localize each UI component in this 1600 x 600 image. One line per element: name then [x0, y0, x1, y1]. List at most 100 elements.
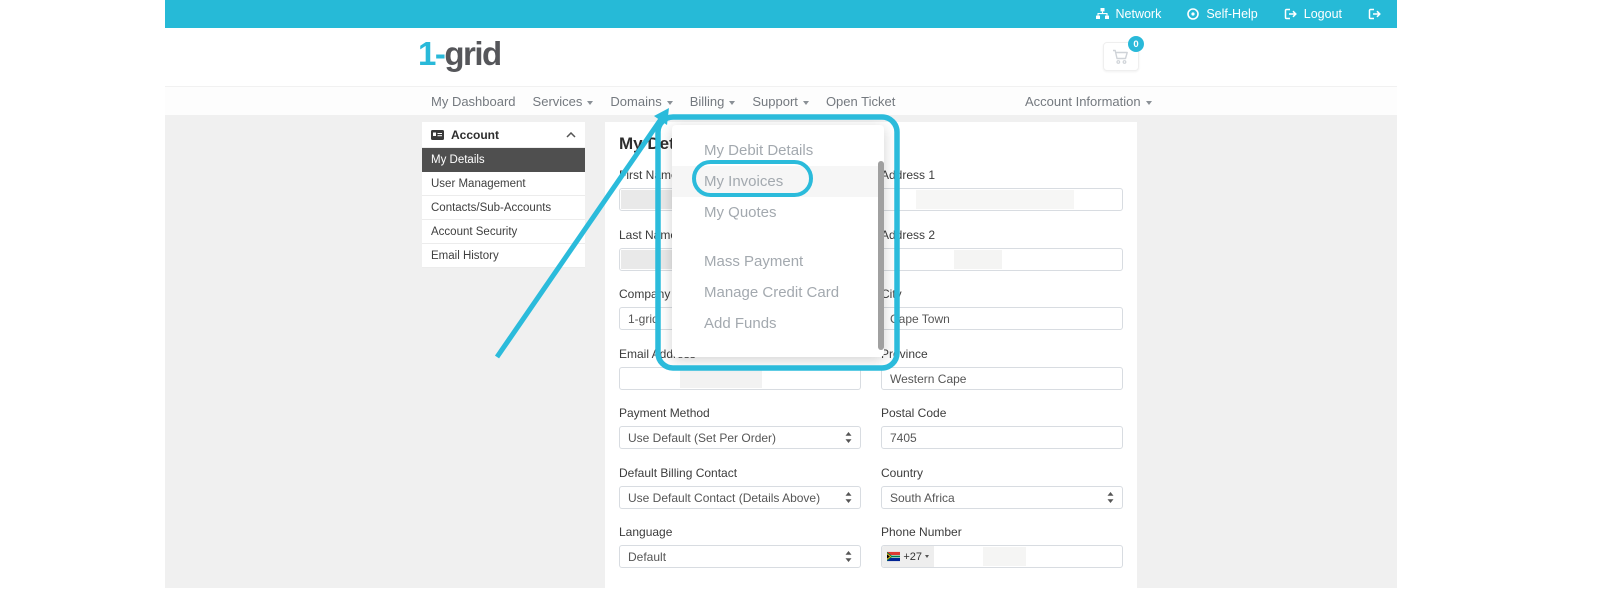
field-label: Country [881, 466, 924, 480]
sidebar-item-my-details[interactable]: My Details [422, 148, 585, 172]
chevron-down-icon [666, 100, 673, 105]
account-sidebar: Account My Details User Management Conta… [422, 122, 585, 268]
chevron-down-icon [587, 100, 594, 105]
nav-label: Services [532, 94, 583, 109]
language-value: Default [628, 549, 667, 564]
network-icon [1095, 8, 1109, 19]
field-country: Country [881, 466, 1123, 480]
billing-contact-select[interactable]: Use Default Contact (Details Above) [619, 486, 861, 509]
address1-input[interactable] [881, 188, 1123, 211]
nav-left: My Dashboard Services Domains Billing Su… [431, 87, 895, 116]
address2-input[interactable] [881, 248, 1123, 271]
exit-button[interactable] [1368, 8, 1381, 20]
field-language: Language [619, 525, 861, 539]
nav-services[interactable]: Services [533, 94, 594, 109]
nav-my-dashboard[interactable]: My Dashboard [431, 94, 516, 109]
select-arrows-icon [845, 492, 852, 503]
field-label: Address 1 [881, 168, 936, 182]
field-label: Default Billing Contact [619, 466, 738, 480]
field-province: Province [881, 347, 1123, 361]
south-africa-flag-icon [887, 551, 901, 562]
redacted-value [915, 190, 1074, 209]
email-input[interactable] [619, 367, 861, 390]
sidebar-header[interactable]: Account [422, 122, 585, 148]
sidebar-item-user-management[interactable]: User Management [422, 172, 585, 196]
nav-label: My Dashboard [431, 94, 516, 109]
dial-code: +27 [903, 550, 922, 563]
field-payment-method: Payment Method [619, 406, 861, 420]
dial-code-selector[interactable]: +27 [882, 546, 934, 567]
payment-method-select[interactable]: Use Default (Set Per Order) [619, 426, 861, 449]
menu-item-my-quotes[interactable]: My Quotes [704, 204, 777, 221]
chevron-down-icon [802, 100, 809, 105]
dropdown-scrollbar[interactable] [878, 161, 884, 350]
billing-contact-value: Use Default Contact (Details Above) [628, 490, 821, 505]
nav-label: Open Ticket [825, 94, 896, 109]
field-label: Payment Method [619, 406, 710, 420]
logo-text-2: grid [444, 35, 502, 72]
sidebar-title: Account [451, 127, 499, 142]
field-label: Postal Code [881, 406, 947, 420]
menu-item-my-invoices[interactable]: My Invoices [672, 166, 884, 197]
network-link[interactable]: Network [1095, 7, 1161, 21]
language-select[interactable]: Default [619, 545, 861, 568]
company-value: 1-grid [628, 311, 659, 326]
nav-open-ticket[interactable]: Open Ticket [826, 94, 895, 109]
city-value: Cape Town [890, 311, 950, 326]
nav-label: Billing [689, 94, 725, 109]
self-help-label: Self-Help [1206, 7, 1258, 21]
top-utility-bar: Network Self-Help Logout [165, 0, 1397, 28]
field-phone: Phone Number [881, 525, 1123, 539]
nav-right: Account Information [1025, 87, 1152, 116]
logout-icon [1284, 8, 1297, 20]
sidebar-item-account-security[interactable]: Account Security [422, 220, 585, 244]
main-nav: My Dashboard Services Domains Billing Su… [165, 86, 1397, 115]
nav-domains[interactable]: Domains [610, 94, 673, 109]
logo[interactable]: 1-grid [418, 35, 502, 73]
logo-text-1: 1- [418, 35, 446, 72]
field-address1: Address 1 [881, 168, 1123, 182]
field-label: City [881, 287, 902, 301]
nav-label: Support [752, 94, 798, 109]
postal-code-value: 7405 [890, 430, 917, 445]
postal-code-input[interactable]: 7405 [881, 426, 1123, 449]
field-label: Address 2 [881, 228, 936, 242]
billing-dropdown-menu: My Debit Details My Invoices My Quotes M… [672, 125, 884, 357]
sidebar-item-email-history[interactable]: Email History [422, 244, 585, 268]
chevron-down-icon [1145, 100, 1152, 105]
nav-label: Domains [610, 94, 662, 109]
nav-billing[interactable]: Billing [690, 94, 736, 109]
logout-link[interactable]: Logout [1284, 7, 1342, 21]
field-label: Province [881, 347, 928, 361]
nav-support[interactable]: Support [752, 94, 809, 109]
country-select[interactable]: South Africa [881, 486, 1123, 509]
chevron-up-icon [566, 131, 576, 138]
cart-count-badge: 0 [1128, 36, 1144, 52]
redacted-value [954, 250, 1002, 269]
field-billing-contact: Default Billing Contact [619, 466, 861, 480]
province-value: Western Cape [890, 371, 967, 386]
nav-account-information[interactable]: Account Information [1025, 94, 1152, 109]
chevron-down-icon [925, 555, 929, 558]
cart-button[interactable]: 0 [1103, 36, 1144, 71]
life-ring-icon [1187, 8, 1200, 20]
field-address2: Address 2 [881, 228, 1123, 242]
menu-item-manage-credit-card[interactable]: Manage Credit Card [704, 284, 840, 301]
select-arrows-icon [845, 551, 852, 562]
payment-method-value: Use Default (Set Per Order) [628, 430, 777, 445]
phone-input[interactable]: +27 [881, 545, 1123, 568]
field-city: City [881, 287, 1123, 301]
sidebar-item-contacts-sub-accounts[interactable]: Contacts/Sub-Accounts [422, 196, 585, 220]
chevron-down-icon [729, 100, 736, 105]
country-value: South Africa [890, 490, 955, 505]
id-card-icon [431, 129, 444, 140]
redacted-value [680, 369, 762, 388]
self-help-link[interactable]: Self-Help [1187, 7, 1258, 21]
menu-item-add-funds[interactable]: Add Funds [704, 315, 777, 332]
city-input[interactable]: Cape Town [881, 307, 1123, 330]
redacted-value [982, 547, 1026, 566]
menu-item-my-debit-details[interactable]: My Debit Details [704, 142, 814, 159]
province-input[interactable]: Western Cape [881, 367, 1123, 390]
cart-icon [1113, 49, 1128, 64]
menu-item-mass-payment[interactable]: Mass Payment [704, 253, 804, 270]
